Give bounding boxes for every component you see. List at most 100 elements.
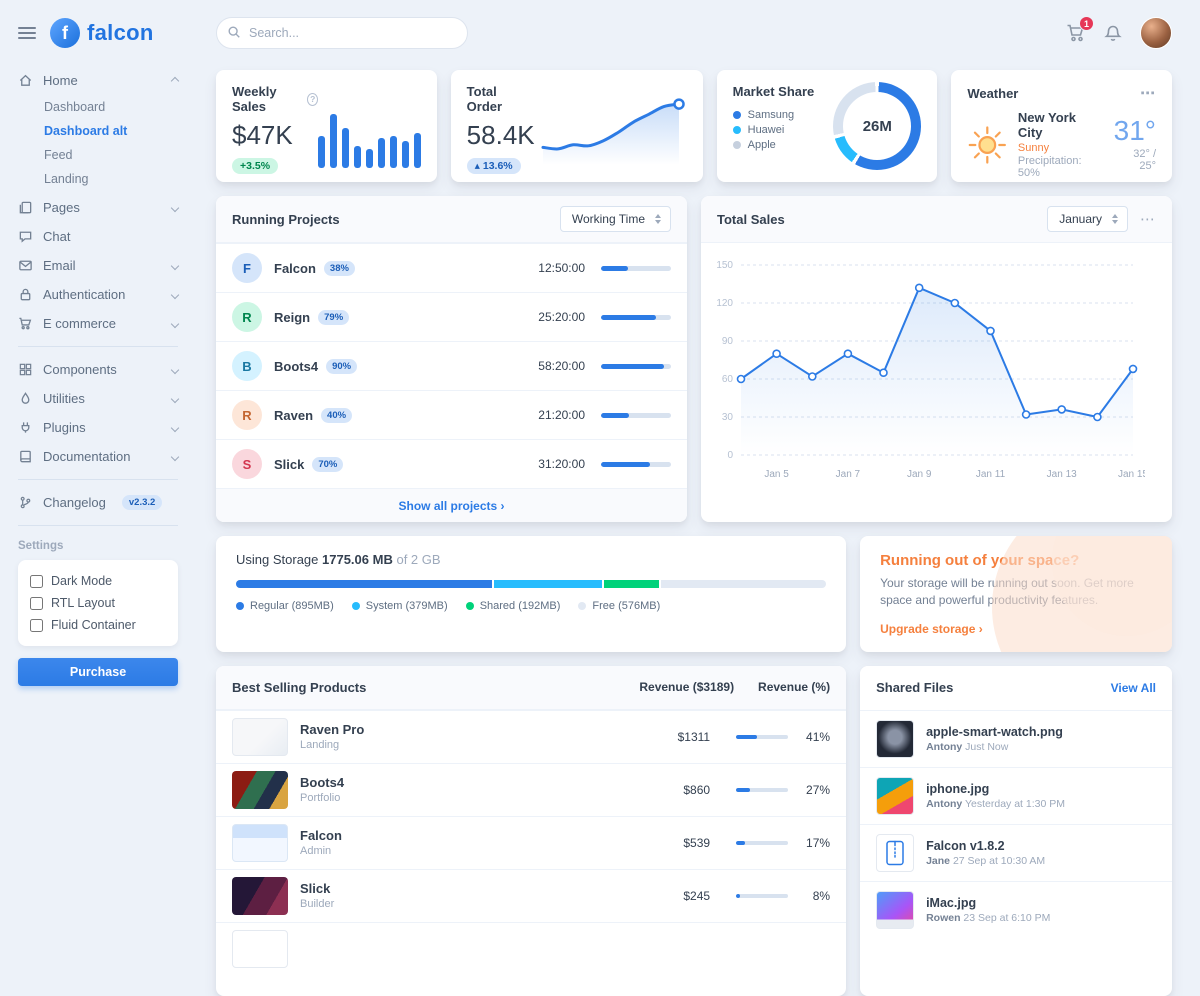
dark-mode-toggle[interactable]: Dark Mode: [30, 570, 166, 592]
sidebar-item-dashboard[interactable]: Dashboard: [44, 100, 106, 114]
sidebar-item-documentation[interactable]: Documentation: [18, 442, 190, 471]
month-select[interactable]: January: [1047, 206, 1128, 232]
legend-dot: [732, 110, 741, 119]
revenue-column-header: Revenue ($3189): [639, 680, 735, 695]
product-name[interactable]: Raven Pro: [300, 722, 365, 738]
chevron-down-icon: [170, 394, 180, 403]
product-thumbnail[interactable]: [232, 929, 288, 968]
info-icon[interactable]: ?: [307, 92, 319, 106]
file-thumbnail[interactable]: [876, 776, 915, 815]
cart-button[interactable]: 1: [1066, 16, 1094, 43]
working-time-select[interactable]: Working Time: [559, 206, 671, 232]
product-revenue: $1311: [677, 729, 711, 744]
file-name[interactable]: iphone.jpg: [926, 781, 990, 796]
product-row: Raven Pro Landing $1311 41%: [216, 709, 847, 763]
search-input[interactable]: [216, 17, 468, 49]
product-progress-bar: [736, 840, 789, 845]
version-badge: v2.3.2: [121, 495, 163, 510]
weather-precipitation: Precipitation: 50%: [1017, 155, 1082, 179]
product-name[interactable]: Boots4: [300, 775, 345, 791]
product-thumbnail[interactable]: [232, 770, 288, 809]
file-time: Yesterday at 1:30 PM: [964, 797, 1065, 810]
notifications-button[interactable]: [1104, 24, 1122, 43]
sidebar-item-plugins[interactable]: Plugins: [18, 413, 190, 442]
topnav-icons: 1: [1066, 16, 1172, 49]
file-owner[interactable]: Antony: [926, 797, 963, 810]
weather-body: New York City Sunny Precipitation: 50% 3…: [967, 110, 1156, 179]
product-thumbnail[interactable]: [232, 876, 288, 915]
rtl-layout-checkbox[interactable]: [30, 596, 43, 610]
project-name[interactable]: Falcon: [274, 260, 316, 276]
storage-row: Using Storage 1775.06 MB of 2 GB Regular…: [216, 536, 1172, 652]
project-name[interactable]: Slick: [274, 456, 305, 472]
svg-text:120: 120: [716, 298, 733, 309]
file-name[interactable]: Falcon v1.8.2: [926, 838, 1005, 853]
sidebar-item-landing[interactable]: Landing: [44, 172, 89, 186]
svg-text:30: 30: [722, 412, 734, 423]
sidebar-item-pages[interactable]: Pages: [18, 193, 190, 222]
sidebar-item-changelog[interactable]: Changelog v2.3.2: [18, 488, 190, 517]
product-row: Boots4 Portfolio $860 27%: [216, 762, 847, 816]
file-thumbnail[interactable]: [876, 890, 915, 929]
sidebar-nav: Home Dashboard Dashboard alt Feed Landin…: [18, 66, 190, 686]
running-projects-card: Running Projects Working Time F Falcon 3…: [216, 196, 687, 522]
market-share-donut-chart: 26M: [833, 82, 922, 170]
svg-text:0: 0: [727, 450, 733, 461]
market-share-card: Market Share Samsung Huawei Apple 26M: [716, 70, 938, 182]
brand-logo[interactable]: f falcon: [50, 18, 154, 48]
menu-toggle-icon[interactable]: [18, 24, 36, 42]
product-thumbnail[interactable]: [232, 823, 288, 862]
total-order-chart: [535, 93, 687, 168]
settings-panel: Dark Mode RTL Layout Fluid Container: [18, 560, 178, 646]
svg-text:150: 150: [716, 260, 733, 271]
purchase-button[interactable]: Purchase: [18, 658, 178, 686]
upgrade-space-card: Running out of your space? Your storage …: [860, 536, 1172, 652]
file-thumbnail[interactable]: [876, 833, 915, 872]
space-body: Your storage will be running out soon. G…: [880, 576, 1134, 608]
user-avatar[interactable]: [1140, 17, 1172, 49]
product-percent: 41%: [806, 729, 831, 744]
file-name[interactable]: iMac.jpg: [926, 895, 977, 910]
file-row: iphone.jpg Antony Yesterday at 1:30 PM: [860, 766, 1172, 824]
sidebar-item-home[interactable]: Home: [18, 66, 190, 95]
file-name[interactable]: apple-smart-watch.png: [926, 724, 1063, 739]
fluid-container-toggle[interactable]: Fluid Container: [30, 614, 166, 636]
project-name[interactable]: Boots4: [274, 358, 319, 374]
sidebar-item-dashboard-alt[interactable]: Dashboard alt: [44, 124, 128, 138]
sidebar-item-authentication[interactable]: Authentication: [18, 280, 190, 309]
project-time: 58:20:00: [538, 359, 585, 373]
storage-used: 1775.06 MB: [322, 552, 393, 567]
fluid-container-checkbox[interactable]: [30, 618, 43, 632]
file-thumbnail[interactable]: [876, 719, 915, 758]
rtl-layout-toggle[interactable]: RTL Layout: [30, 592, 166, 614]
product-thumbnail[interactable]: [232, 717, 288, 756]
view-all-link[interactable]: View All: [1110, 680, 1156, 695]
sidebar-item-ecommerce[interactable]: E commerce: [18, 309, 190, 338]
file-owner[interactable]: Rowen: [926, 911, 961, 924]
file-owner[interactable]: Antony: [926, 740, 963, 753]
project-name[interactable]: Reign: [274, 309, 311, 325]
sidebar-item-utilities[interactable]: Utilities: [18, 384, 190, 413]
more-icon[interactable]: ⋯: [1140, 211, 1156, 228]
project-row: S Slick 70% 31:20:00: [216, 439, 687, 488]
storage-legend: Regular (895MB) System (379MB) Shared (1…: [236, 600, 826, 612]
sidebar-item-chat[interactable]: Chat: [18, 222, 190, 251]
sidebar-item-components[interactable]: Components: [18, 355, 190, 384]
show-all-projects-link[interactable]: Show all projects ›: [398, 499, 505, 513]
sidebar-item-feed[interactable]: Feed: [44, 148, 73, 162]
sidebar-item-email[interactable]: Email: [18, 251, 190, 280]
cart-count-badge: 1: [1079, 16, 1094, 31]
project-progress-bar: [601, 363, 671, 369]
project-avatar: S: [232, 449, 262, 479]
product-name[interactable]: Slick: [300, 881, 331, 897]
project-percent-badge: 70%: [312, 456, 344, 472]
space-title: Running out of your space?: [880, 552, 1080, 569]
upgrade-storage-link[interactable]: Upgrade storage ›: [880, 621, 983, 636]
product-name[interactable]: Falcon: [300, 828, 342, 844]
file-owner[interactable]: Jane: [926, 854, 951, 867]
dark-mode-checkbox[interactable]: [30, 574, 43, 588]
svg-text:Jan 13: Jan 13: [1047, 469, 1077, 480]
file-row: iMac.jpg Rowen 23 Sep at 6:10 PM: [860, 880, 1172, 938]
more-icon[interactable]: ⋯: [1140, 85, 1156, 102]
project-name[interactable]: Raven: [274, 407, 314, 423]
